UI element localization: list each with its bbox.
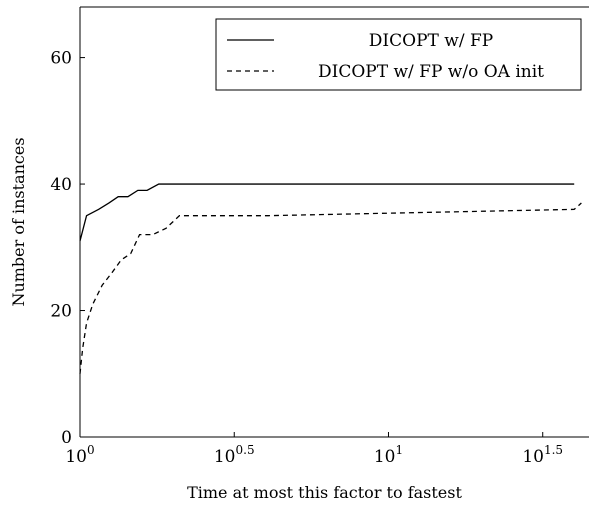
y-tick-label: 0 [61,428,72,448]
series-line-2 [79,202,582,374]
legend-box [215,18,582,91]
y-tick-label: 40 [50,175,72,195]
y-tick-label: 20 [50,302,72,322]
legend-label-1: DICOPT w/ FP [369,31,493,51]
x-tick-label: 101 [374,443,403,467]
y-axis-label: Number of instances [9,137,28,306]
x-tick-label: 101.5 [522,443,563,467]
legend-label-2: DICOPT w/ FP w/o OA init [318,62,544,82]
y-tick-label: 60 [50,49,72,69]
x-axis-label: Time at most this factor to fastest [187,483,462,502]
x-tick-label: 100.5 [214,443,255,467]
series-line-1 [79,183,575,242]
legend: DICOPT w/ FP DICOPT w/ FP w/o OA init [215,18,582,91]
x-tick-label: 100 [65,443,94,467]
